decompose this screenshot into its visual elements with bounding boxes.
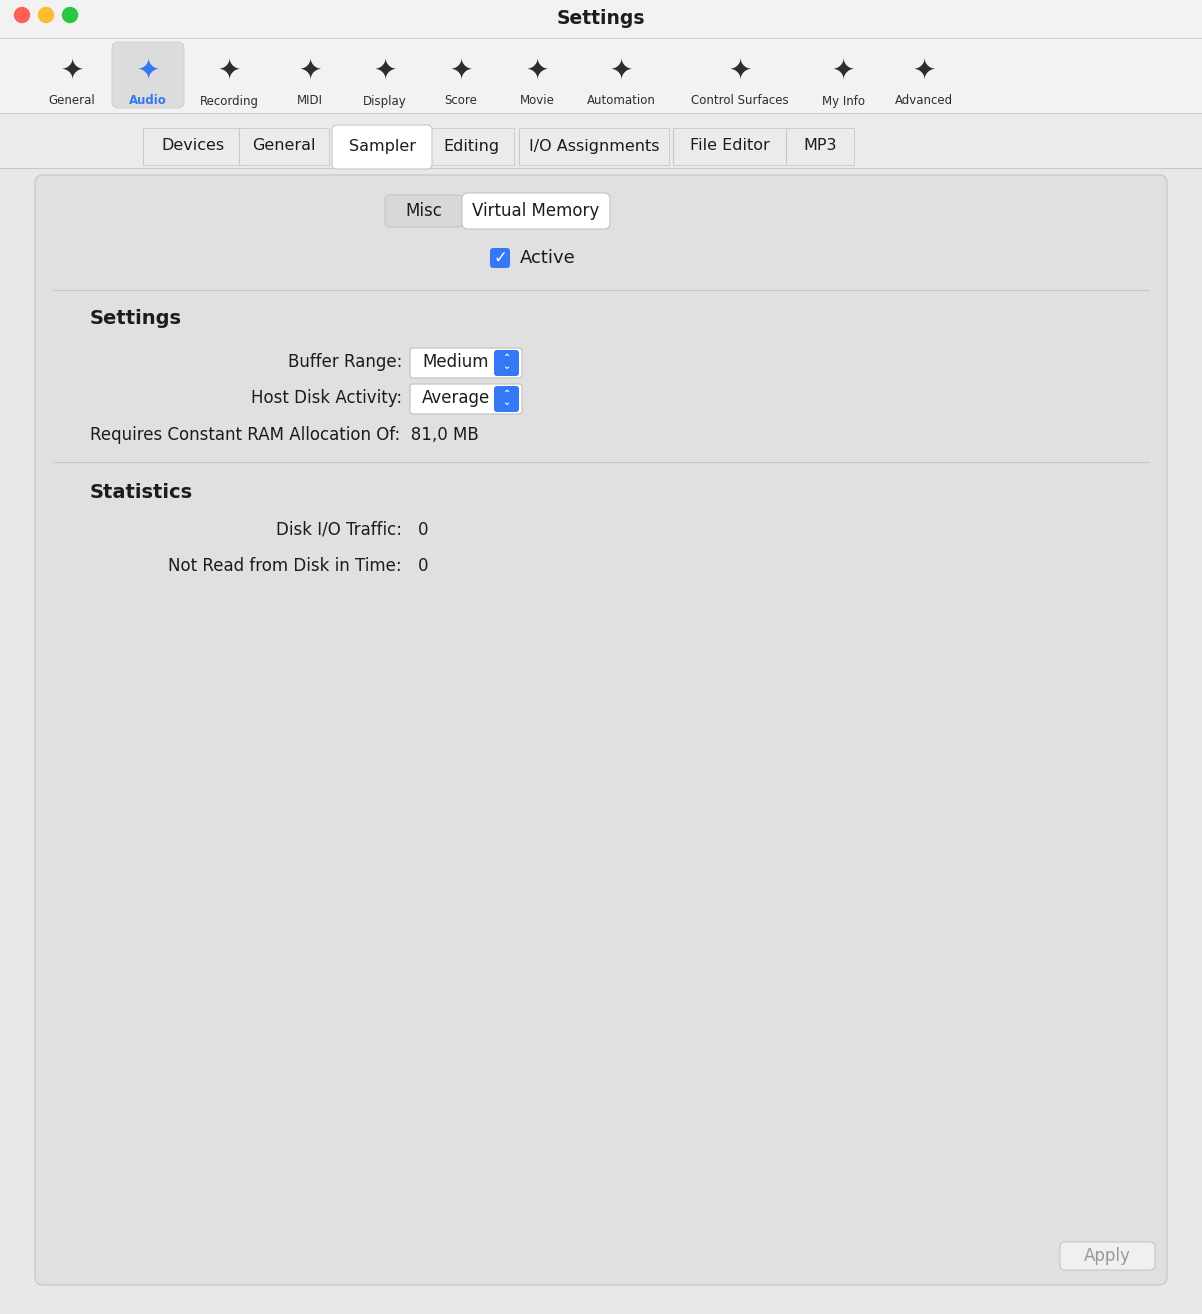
Text: Advanced: Advanced	[895, 95, 953, 108]
Text: Devices: Devices	[161, 138, 225, 154]
Text: Editing: Editing	[444, 138, 499, 154]
Text: Requires Constant RAM Allocation Of:  81,0 MB: Requires Constant RAM Allocation Of: 81,…	[90, 426, 478, 444]
Text: File Editor: File Editor	[690, 138, 769, 154]
Text: Buffer Range:: Buffer Range:	[287, 353, 401, 371]
FancyBboxPatch shape	[410, 384, 522, 414]
Text: Sampler: Sampler	[349, 138, 416, 154]
Text: Recording: Recording	[200, 95, 258, 108]
Text: Display: Display	[363, 95, 406, 108]
Text: Average: Average	[422, 389, 490, 407]
Text: ✦: ✦	[60, 57, 84, 84]
FancyBboxPatch shape	[429, 127, 514, 166]
Text: ✦: ✦	[525, 57, 548, 84]
Text: MP3: MP3	[803, 138, 837, 154]
Text: Control Surfaces: Control Surfaces	[691, 95, 789, 108]
Text: Statistics: Statistics	[90, 482, 194, 502]
Text: Movie: Movie	[519, 95, 554, 108]
FancyBboxPatch shape	[490, 248, 510, 268]
Text: Settings: Settings	[90, 309, 182, 327]
Text: Apply: Apply	[1083, 1247, 1130, 1265]
FancyBboxPatch shape	[673, 127, 789, 166]
Text: Active: Active	[520, 248, 576, 267]
Text: Disk I/O Traffic:: Disk I/O Traffic:	[276, 520, 401, 539]
Text: 0: 0	[418, 557, 428, 576]
Circle shape	[38, 8, 54, 22]
Text: I/O Assignments: I/O Assignments	[529, 138, 659, 154]
Text: ✓: ✓	[493, 248, 507, 267]
Text: ✦: ✦	[912, 57, 935, 84]
FancyBboxPatch shape	[112, 42, 184, 108]
FancyBboxPatch shape	[0, 113, 1202, 168]
Text: MIDI: MIDI	[297, 95, 323, 108]
Text: ✦: ✦	[374, 57, 397, 84]
FancyBboxPatch shape	[332, 125, 432, 170]
Text: ✦: ✦	[728, 57, 751, 84]
Text: My Info: My Info	[821, 95, 864, 108]
Circle shape	[14, 8, 30, 22]
FancyBboxPatch shape	[786, 127, 853, 166]
Text: General: General	[252, 138, 316, 154]
FancyBboxPatch shape	[0, 113, 1202, 175]
Text: 0: 0	[418, 520, 428, 539]
FancyBboxPatch shape	[143, 127, 243, 166]
FancyBboxPatch shape	[35, 175, 1167, 1285]
FancyBboxPatch shape	[0, 0, 1202, 38]
Text: General: General	[48, 95, 95, 108]
Text: ✦: ✦	[218, 57, 240, 84]
FancyBboxPatch shape	[494, 350, 519, 376]
Text: Audio: Audio	[129, 95, 167, 108]
Text: Score: Score	[445, 95, 477, 108]
Text: ✦: ✦	[450, 57, 472, 84]
Text: ✦: ✦	[832, 57, 855, 84]
FancyBboxPatch shape	[1060, 1242, 1155, 1271]
FancyBboxPatch shape	[494, 386, 519, 413]
Text: Virtual Memory: Virtual Memory	[472, 202, 600, 219]
FancyBboxPatch shape	[410, 348, 522, 378]
Text: ⌃
⌄: ⌃ ⌄	[502, 389, 510, 407]
Text: Not Read from Disk in Time:: Not Read from Disk in Time:	[168, 557, 401, 576]
Text: ⌃
⌄: ⌃ ⌄	[502, 353, 510, 371]
FancyBboxPatch shape	[239, 127, 329, 166]
FancyBboxPatch shape	[519, 127, 670, 166]
Circle shape	[63, 8, 77, 22]
Text: ✦: ✦	[136, 57, 160, 84]
FancyBboxPatch shape	[385, 194, 463, 227]
Text: Automation: Automation	[587, 95, 655, 108]
FancyBboxPatch shape	[462, 193, 609, 229]
Text: Settings: Settings	[557, 9, 645, 29]
Text: Host Disk Activity:: Host Disk Activity:	[251, 389, 401, 407]
Text: Medium: Medium	[422, 353, 488, 371]
Text: ✦: ✦	[609, 57, 632, 84]
Text: Misc: Misc	[405, 202, 442, 219]
Text: ✦: ✦	[298, 57, 322, 84]
FancyBboxPatch shape	[0, 38, 1202, 113]
